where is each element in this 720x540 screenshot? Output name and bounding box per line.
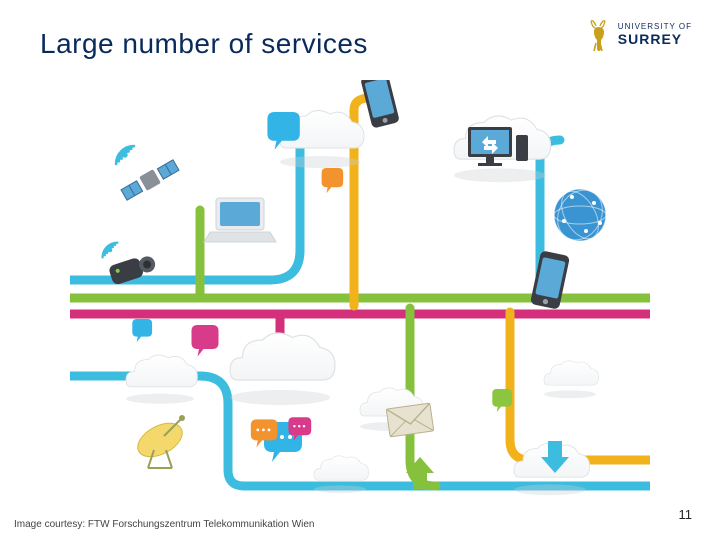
stag-icon xyxy=(586,18,612,52)
services-diagram xyxy=(70,80,650,510)
university-logo: UNIVERSITY OF SURREY xyxy=(586,18,692,52)
logo-text: UNIVERSITY OF SURREY xyxy=(618,23,692,46)
page-number: 11 xyxy=(679,507,693,522)
page-title: Large number of services xyxy=(40,28,368,60)
image-credit: Image courtesy: FTW Forschungszentrum Te… xyxy=(14,519,314,530)
